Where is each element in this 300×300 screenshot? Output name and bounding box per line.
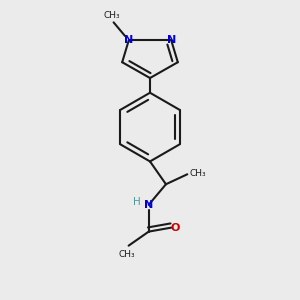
Text: CH₃: CH₃ bbox=[103, 11, 120, 20]
Text: O: O bbox=[170, 223, 180, 232]
Text: N: N bbox=[124, 35, 134, 45]
Text: H: H bbox=[134, 197, 141, 207]
Text: N: N bbox=[167, 35, 176, 45]
Text: N: N bbox=[144, 200, 153, 210]
Text: CH₃: CH₃ bbox=[119, 250, 135, 259]
Text: CH₃: CH₃ bbox=[190, 169, 206, 178]
